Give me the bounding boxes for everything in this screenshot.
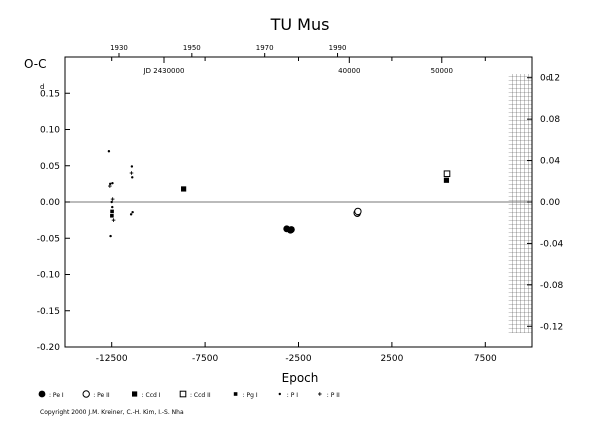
data-point-pg-i xyxy=(110,213,114,218)
x-axis-label: Epoch xyxy=(282,371,319,385)
y-unit-right: d xyxy=(546,74,550,82)
y-tick-label-right: 0.12 xyxy=(540,74,560,84)
points-layer xyxy=(107,150,451,238)
legend-marker xyxy=(132,391,138,397)
jd-tick-label: 50000 xyxy=(431,67,453,75)
x-tick-label: 2500 xyxy=(380,354,403,364)
future-zone-hatch xyxy=(508,74,532,333)
x-tick-label: -2500 xyxy=(285,354,311,364)
data-point-p-i xyxy=(129,213,133,216)
data-point-p-i xyxy=(131,210,134,214)
y-tick-label-right: 0.08 xyxy=(540,115,560,125)
legend-marker xyxy=(318,392,322,396)
data-point-ccd-ii xyxy=(443,170,451,178)
data-point-p-i xyxy=(109,234,112,238)
y-tick-label-left: -0.15 xyxy=(37,307,60,317)
year-tick-label: 1930 xyxy=(110,44,128,52)
y-tick-label-left: 0.10 xyxy=(40,126,60,136)
legend-marker xyxy=(233,392,238,396)
plot-frame xyxy=(64,56,533,348)
legend-marker xyxy=(278,392,281,396)
data-point-pe-i xyxy=(288,226,295,233)
y-tick-label-left: 0.15 xyxy=(40,89,60,99)
x-tick-label: 7500 xyxy=(474,354,497,364)
y-tick-label-right: -0.04 xyxy=(540,239,564,249)
y-axis-label: O-C xyxy=(24,57,47,71)
legend-label: : Ccd II xyxy=(190,392,211,399)
year-tick-label: 1950 xyxy=(183,44,201,52)
legend-label: : P I xyxy=(287,392,298,399)
data-point-pg-i xyxy=(110,209,114,214)
data-point-ccd-i xyxy=(443,177,450,183)
data-point-ccd-i xyxy=(181,186,187,192)
y-tick-label-left: 0.00 xyxy=(40,198,60,208)
data-point-p-i xyxy=(107,150,111,153)
legend-label: : Pe II xyxy=(93,392,110,399)
data-point-p-ii xyxy=(108,184,112,188)
year-tick-label: 1990 xyxy=(329,44,347,52)
data-point-pe-ii xyxy=(354,207,362,216)
data-point-p-i xyxy=(130,165,134,168)
y-tick-label-left: -0.10 xyxy=(37,271,61,281)
y-unit-left: d xyxy=(40,83,44,91)
x-tick-label: -7500 xyxy=(192,354,218,364)
chart-title: TU Mus xyxy=(270,15,330,34)
jd-tick-label: JD 2430000 xyxy=(143,67,185,75)
y-tick-label-right: -0.08 xyxy=(540,281,564,291)
data-point-p-i xyxy=(111,205,114,209)
copyright-text: Copyright 2000 J.M. Kreiner, C.-H. Kim, … xyxy=(40,409,184,416)
legend-label: : Pg I xyxy=(243,392,258,399)
legend: : Pe I : Pe II : Ccd I : Ccd II : Pg I : P I:… xyxy=(38,390,340,399)
legend-marker xyxy=(82,390,90,398)
y-tick-label-left: -0.20 xyxy=(37,343,61,353)
y-tick-label-right: 0.04 xyxy=(540,157,560,167)
data-point-p-i xyxy=(111,181,114,185)
legend-label: : P II xyxy=(327,392,340,399)
year-tick-label: 1970 xyxy=(256,44,274,52)
legend-label: : Pe I xyxy=(49,392,64,399)
y-tick-label-right: -0.12 xyxy=(540,322,563,332)
legend-marker xyxy=(179,390,187,398)
x-tick-label: -12500 xyxy=(96,354,128,364)
data-point-p-i xyxy=(110,200,113,204)
data-point-p-ii xyxy=(110,197,115,201)
legend-marker xyxy=(38,390,46,398)
legend-label: : Ccd I xyxy=(142,392,161,399)
y-tick-label-right: 0.00 xyxy=(540,198,560,208)
y-tick-label-left: -0.05 xyxy=(37,234,60,244)
y-tick-label-left: 0.05 xyxy=(40,162,60,172)
data-point-p-ii xyxy=(111,218,116,222)
data-point-p-ii xyxy=(129,171,134,175)
ticks-layer: -12500 -7500 -2500 2500 7500 0.15 0.10 0.05 0.00… xyxy=(37,44,564,364)
data-point-p-i xyxy=(131,176,134,179)
jd-tick-label: 40000 xyxy=(338,67,360,75)
